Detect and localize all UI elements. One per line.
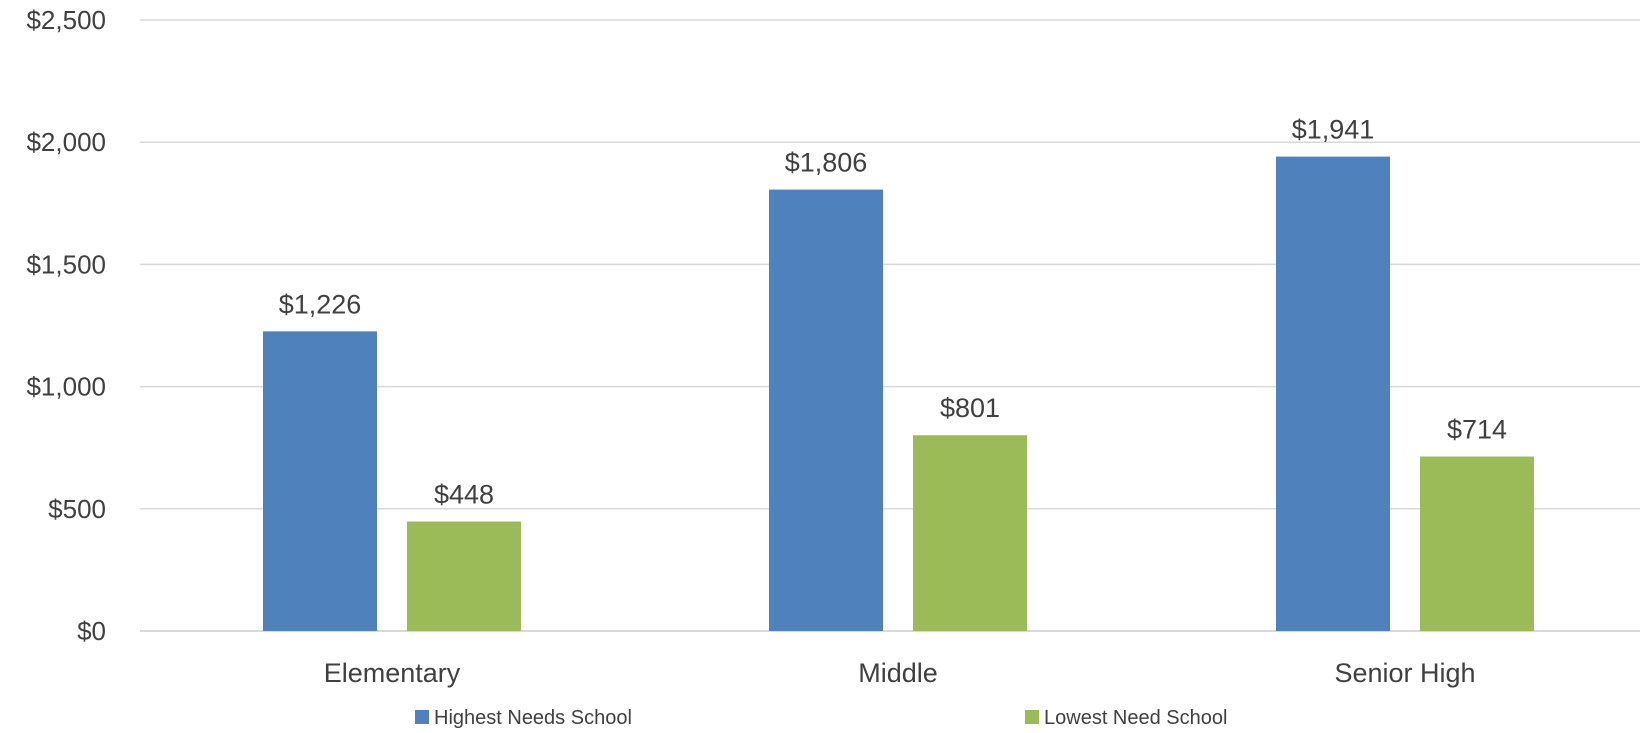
- legend: Highest Needs School Lowest Need School: [415, 707, 1227, 729]
- bar-lowest-need-middle: [913, 435, 1027, 631]
- data-label: $801: [940, 393, 1000, 423]
- legend-label: Lowest Need School: [1044, 707, 1227, 728]
- y-tick-label: $500: [48, 494, 106, 524]
- y-tick-label: $1,500: [26, 249, 106, 279]
- data-label: $448: [434, 480, 494, 510]
- legend-item-lowest-need: Lowest Need School: [1025, 707, 1227, 729]
- data-label: $1,226: [279, 289, 362, 319]
- data-labels: $1,226 $1,806 $1,941 $448 $801 $714: [279, 115, 1507, 510]
- bar-highest-needs-elementary: [263, 331, 377, 631]
- y-tick-label: $2,500: [26, 5, 106, 35]
- data-label: $1,806: [785, 148, 868, 178]
- data-label: $714: [1447, 414, 1507, 444]
- bar-lowest-need-elementary: [407, 521, 521, 631]
- data-label: $1,941: [1292, 115, 1375, 145]
- legend-swatch: [415, 710, 429, 724]
- y-tick-label: $0: [77, 616, 106, 646]
- legend-swatch: [1025, 710, 1039, 724]
- bars: [263, 156, 1534, 632]
- legend-label: Highest Needs School: [434, 707, 632, 728]
- x-category-label: Elementary: [324, 658, 461, 688]
- legend-item-highest-needs: Highest Needs School: [415, 707, 632, 729]
- y-axis-tick-labels: $0 $500 $1,000 $1,500 $2,000 $2,500: [26, 5, 106, 646]
- bar-lowest-need-senior-high: [1420, 456, 1534, 631]
- bar-highest-needs-middle: [769, 189, 883, 632]
- y-tick-label: $1,000: [26, 372, 106, 402]
- bar-highest-needs-senior-high: [1276, 156, 1390, 631]
- x-category-label: Senior High: [1334, 658, 1475, 688]
- x-category-label: Middle: [858, 658, 938, 688]
- y-tick-label: $2,000: [26, 127, 106, 157]
- x-axis-category-labels: Elementary Middle Senior High: [324, 658, 1476, 688]
